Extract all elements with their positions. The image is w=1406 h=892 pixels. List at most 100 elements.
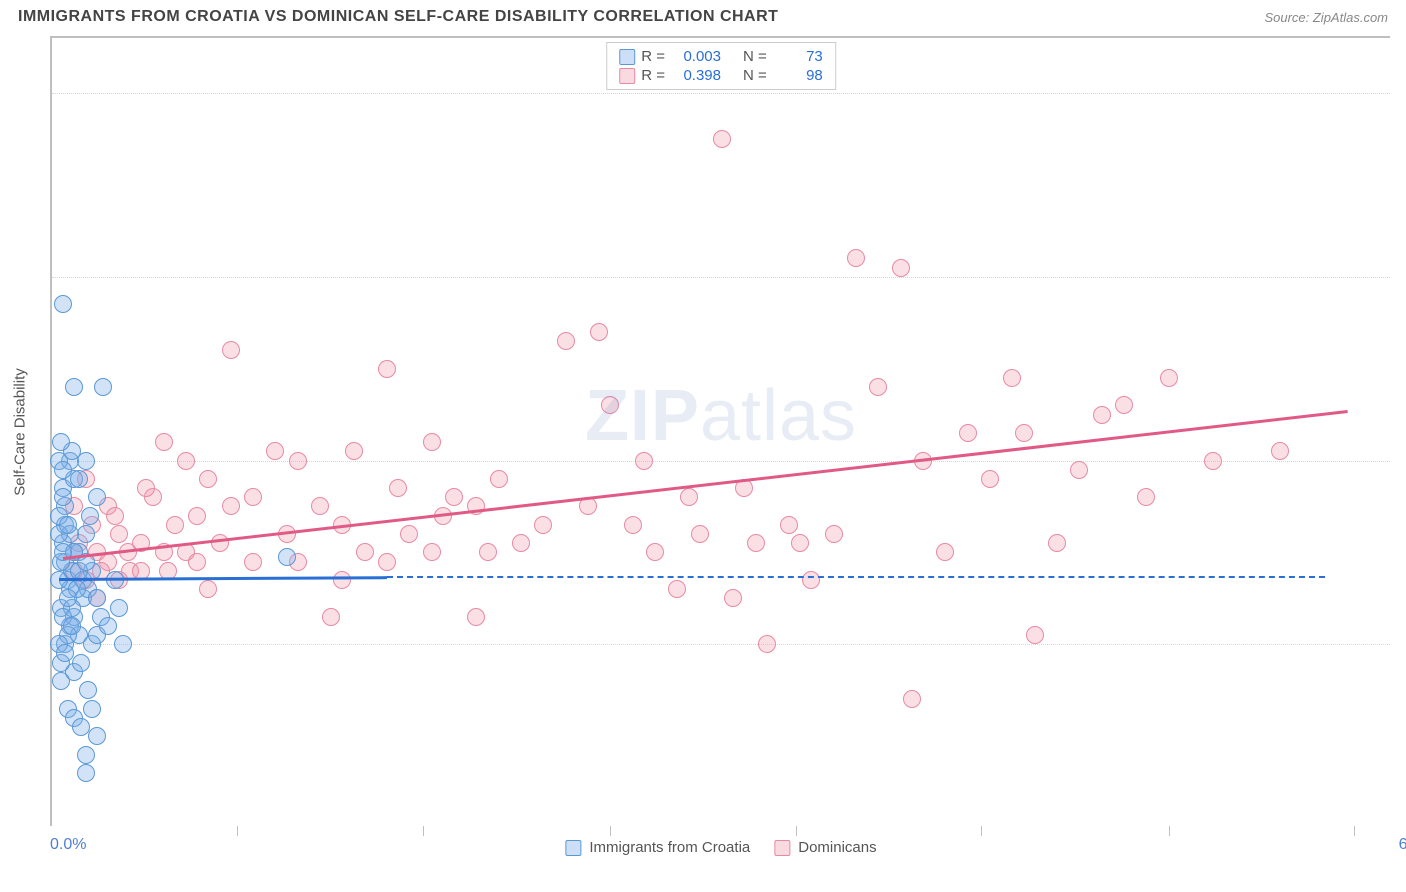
scatter-point <box>54 295 72 313</box>
scatter-point <box>1160 369 1178 387</box>
series-legend: Immigrants from Croatia Dominicans <box>565 839 876 856</box>
scatter-point <box>99 617 117 635</box>
scatter-point <box>668 580 686 598</box>
scatter-point <box>77 764 95 782</box>
chart-title: IMMIGRANTS FROM CROATIA VS DOMINICAN SEL… <box>18 8 778 26</box>
scatter-point <box>110 525 128 543</box>
scatter-point <box>490 470 508 488</box>
scatter-point <box>188 553 206 571</box>
scatter-point <box>211 534 229 552</box>
legend-item-series-b: Dominicans <box>774 839 876 856</box>
scatter-point <box>936 543 954 561</box>
scatter-point <box>88 488 106 506</box>
scatter-point <box>1048 534 1066 552</box>
scatter-point <box>311 497 329 515</box>
scatter-point <box>333 571 351 589</box>
scatter-point <box>680 488 698 506</box>
x-tick <box>610 826 611 836</box>
scatter-point <box>635 452 653 470</box>
scatter-point <box>1003 369 1021 387</box>
grid-line <box>52 93 1390 94</box>
scatter-point <box>244 553 262 571</box>
scatter-point <box>423 433 441 451</box>
scatter-point <box>266 442 284 460</box>
scatter-point <box>646 543 664 561</box>
scatter-point <box>88 727 106 745</box>
scatter-point <box>70 470 88 488</box>
grid-line <box>52 461 1390 462</box>
scatter-point <box>869 378 887 396</box>
scatter-point <box>166 516 184 534</box>
legend-item-series-a: Immigrants from Croatia <box>565 839 750 856</box>
scatter-point <box>1093 406 1111 424</box>
scatter-point <box>59 589 77 607</box>
scatter-point <box>959 424 977 442</box>
scatter-point <box>83 700 101 718</box>
scatter-point <box>59 516 77 534</box>
scatter-point <box>557 332 575 350</box>
chart-area: Self-Care Disability 2.0%4.0%6.0%8.0% ZI… <box>50 36 1390 826</box>
scatter-point <box>345 442 363 460</box>
grid-line <box>52 644 1390 645</box>
grid-line <box>52 277 1390 278</box>
scatter-point <box>54 488 72 506</box>
scatter-point <box>624 516 642 534</box>
swatch-series-b <box>774 840 790 856</box>
scatter-point <box>747 534 765 552</box>
scatter-point <box>110 599 128 617</box>
scatter-point <box>222 341 240 359</box>
scatter-point <box>88 589 106 607</box>
scatter-point <box>590 323 608 341</box>
x-tick <box>423 826 424 836</box>
source-attribution: Source: ZipAtlas.com <box>1264 10 1388 25</box>
x-tick <box>796 826 797 836</box>
x-tick <box>981 826 982 836</box>
scatter-point <box>289 452 307 470</box>
scatter-point <box>445 488 463 506</box>
scatter-point <box>802 571 820 589</box>
scatter-point <box>52 433 70 451</box>
stats-row-series-a: R = 0.003 N = 73 <box>619 47 823 66</box>
scatter-point <box>278 548 296 566</box>
swatch-series-b <box>619 68 635 84</box>
scatter-point <box>79 681 97 699</box>
trend-line-dashed <box>387 576 1325 578</box>
scatter-point <box>356 543 374 561</box>
x-tick <box>1354 826 1355 836</box>
scatter-point <box>177 452 195 470</box>
scatter-point <box>1015 424 1033 442</box>
scatter-point <box>199 580 217 598</box>
scatter-point <box>1271 442 1289 460</box>
scatter-point <box>467 608 485 626</box>
scatter-point <box>1137 488 1155 506</box>
scatter-point <box>81 507 99 525</box>
scatter-point <box>691 525 709 543</box>
y-axis-title: Self-Care Disability <box>12 368 29 496</box>
x-tick <box>237 826 238 836</box>
scatter-point <box>724 589 742 607</box>
scatter-point <box>981 470 999 488</box>
scatter-point <box>1204 452 1222 470</box>
scatter-point <box>1070 461 1088 479</box>
scatter-point <box>1115 396 1133 414</box>
scatter-point <box>378 553 396 571</box>
scatter-point <box>114 635 132 653</box>
swatch-series-a <box>565 840 581 856</box>
scatter-point <box>56 644 74 662</box>
scatter-point <box>534 516 552 534</box>
scatter-point <box>199 470 217 488</box>
scatter-point <box>892 259 910 277</box>
scatter-point <box>137 479 155 497</box>
scatter-point <box>400 525 418 543</box>
scatter-point <box>389 479 407 497</box>
scatter-point <box>244 488 262 506</box>
scatter-point <box>63 617 81 635</box>
scatter-point <box>94 378 112 396</box>
scatter-point <box>77 452 95 470</box>
scatter-point <box>423 543 441 561</box>
x-axis-min-label: 0.0% <box>50 836 86 854</box>
x-axis-max-label: 60.0% <box>1399 836 1406 854</box>
scatter-point <box>77 746 95 764</box>
scatter-point <box>512 534 530 552</box>
scatter-point <box>479 543 497 561</box>
